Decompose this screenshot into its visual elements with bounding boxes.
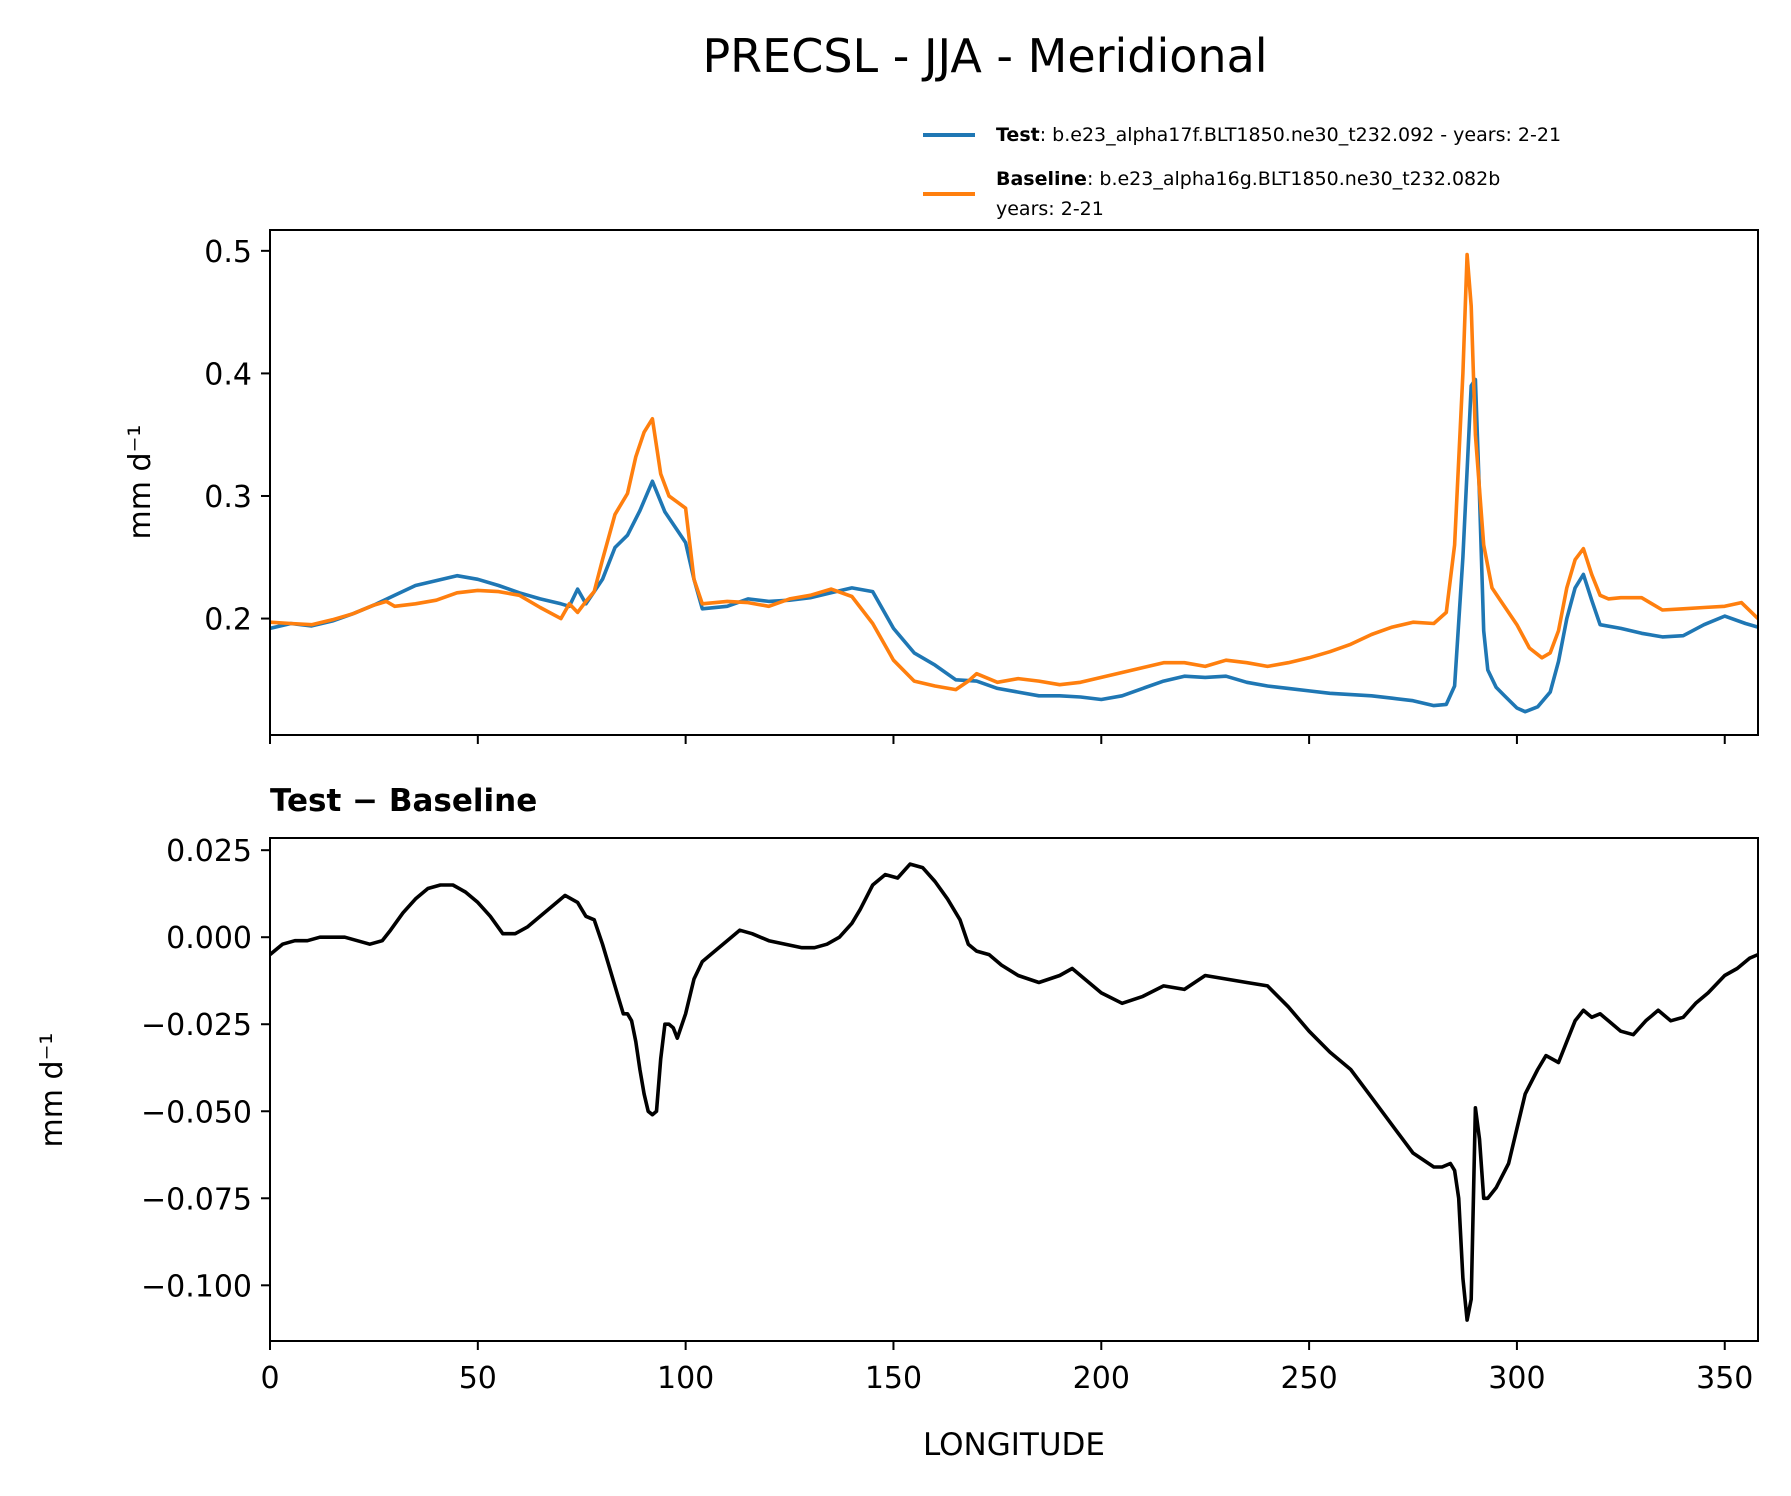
bottom-x-tick-label: 100	[657, 1361, 714, 1396]
top-y-tick-label: 0.3	[204, 480, 252, 515]
bottom-panel: Test − Baseline 0.025 0.000 −0.025 −0.050 −0…	[35, 783, 1759, 1463]
bottom-y-label: mm d⁻¹	[35, 1033, 70, 1148]
bottom-y-tick-label: 0.000	[166, 921, 252, 956]
bottom-panel-title: Test − Baseline	[270, 783, 537, 819]
legend-test-text: : b.e23_alpha17f.BLT1850.ne30_t232.092 -…	[1040, 124, 1561, 146]
bottom-lines	[270, 862, 1758, 1322]
bottom-x-tick-label: 250	[1280, 1361, 1337, 1396]
top-y-tick-label: 0.4	[204, 357, 252, 392]
legend-test-label: Test	[996, 124, 1040, 146]
top-series-line-2	[270, 252, 1758, 692]
bottom-x-label: LONGITUDE	[923, 1427, 1105, 1463]
bottom-y-tick-label: 0.025	[166, 834, 252, 869]
legend: Test: b.e23_alpha17f.BLT1850.ne30_t232.0…	[923, 124, 1561, 220]
bottom-x-tick-label: 150	[865, 1361, 922, 1396]
bottom-x-ticks: 0 50 100 150 200 250 300 350	[260, 1341, 1753, 1396]
bottom-x-tick-label: 0	[260, 1361, 279, 1396]
bottom-series-line-1	[270, 862, 1758, 1322]
legend-baseline-years: years: 2-21	[996, 198, 1104, 220]
top-panel: 0.2 0.3 0.4 0.5 mm d⁻¹	[123, 229, 1759, 744]
bottom-plot-frame	[269, 837, 1759, 1342]
bottom-x-tick-label: 300	[1488, 1361, 1545, 1396]
legend-baseline-entry: Baseline: b.e23_alpha16g.BLT1850.ne30_t2…	[996, 168, 1500, 190]
bottom-y-tick-label: −0.075	[141, 1182, 252, 1217]
bottom-y-tick-label: −0.025	[141, 1008, 252, 1043]
top-y-label: mm d⁻¹	[123, 425, 158, 540]
bottom-y-tick-label: −0.050	[141, 1095, 252, 1130]
legend-baseline-text: : b.e23_alpha16g.BLT1850.ne30_t232.082b	[1087, 168, 1500, 190]
figure-title: PRECSL - JJA - Meridional	[702, 29, 1267, 83]
bottom-y-ticks: 0.025 0.000 −0.025 −0.050 −0.075 −0.100	[141, 834, 270, 1304]
legend-test-entry: Test: b.e23_alpha17f.BLT1850.ne30_t232.0…	[996, 124, 1561, 146]
legend-baseline-label: Baseline	[996, 168, 1087, 190]
bottom-y-tick-label: −0.100	[141, 1269, 252, 1304]
bottom-x-tick-label: 200	[1073, 1361, 1130, 1396]
top-y-tick-label: 0.2	[204, 603, 252, 638]
top-y-ticks: 0.2 0.3 0.4 0.5	[204, 235, 270, 638]
bottom-x-tick-label: 50	[459, 1361, 497, 1396]
top-y-tick-label: 0.5	[204, 235, 252, 270]
bottom-x-tick-label: 350	[1696, 1361, 1753, 1396]
top-lines	[270, 252, 1758, 714]
top-plot-frame	[269, 229, 1759, 736]
top-x-ticks	[269, 735, 1726, 744]
